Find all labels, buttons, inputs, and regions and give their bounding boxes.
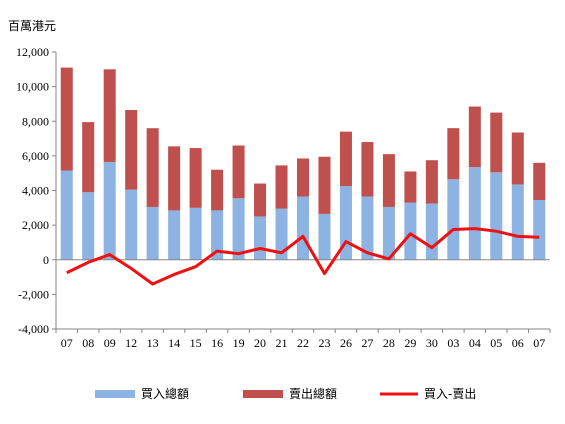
bar-buy — [103, 161, 116, 260]
legend-label-buy: 買入總額 — [141, 386, 189, 401]
bar-buy — [254, 216, 267, 260]
y-tick-label: 4,000 — [22, 184, 49, 198]
legend-label-sell: 賣出總額 — [289, 386, 337, 401]
bar-buy — [82, 192, 95, 260]
x-tick-label: 20 — [254, 336, 266, 350]
legend: 買入總額 賣出總額 買入-賣出 — [95, 386, 476, 401]
bar-buy — [168, 210, 181, 260]
bar-sell — [254, 183, 267, 217]
x-tick-label: 27 — [361, 336, 373, 350]
x-tick-label: 28 — [383, 336, 395, 350]
y-axis: -4,000 -2,000 0 2,000 4,000 6,000 8,000 10,000 1… — [16, 45, 56, 336]
bar-sell — [533, 162, 546, 201]
bar-buy — [382, 206, 395, 260]
y-tick-label: 10,000 — [16, 80, 49, 94]
bar-sell — [211, 169, 224, 211]
bar-buy — [339, 186, 352, 260]
bar-buy — [296, 196, 310, 260]
bar-sell — [490, 112, 503, 173]
x-axis: 07 08 09 12 13 14 15 16 19 20 21 22 23 26 27 28 29 30 03 04… — [55, 329, 551, 350]
series-sell-bars — [60, 67, 546, 217]
x-tick-label: 07 — [61, 336, 73, 350]
bar-sell — [425, 160, 438, 204]
x-tick-label: 04 — [469, 336, 481, 350]
bar-buy — [511, 184, 524, 260]
axes — [55, 52, 550, 330]
bar-buy — [490, 172, 503, 260]
x-tick-label: 03 — [447, 336, 459, 350]
bar-buy — [211, 210, 224, 260]
bar-sell — [146, 128, 159, 207]
net-line — [66, 227, 540, 286]
bar-sell — [339, 131, 352, 187]
bar-buy — [425, 203, 438, 260]
x-tick-label: 22 — [297, 336, 309, 350]
bar-sell — [318, 156, 331, 214]
bar-sell — [275, 165, 288, 209]
y-tick-label: 0 — [43, 253, 49, 267]
x-tick-label: 19 — [233, 336, 245, 350]
y-tick-label: 6,000 — [22, 149, 49, 163]
x-tick-label: 26 — [340, 336, 352, 350]
x-tick-label: 09 — [104, 336, 116, 350]
y-tick-label: 2,000 — [22, 218, 49, 232]
bar-sell — [447, 128, 460, 180]
x-tick-label: 16 — [211, 336, 223, 350]
bar-sell — [511, 132, 524, 185]
bar-sell — [296, 158, 310, 197]
x-tick-label: 23 — [318, 336, 330, 350]
bar-sell — [103, 69, 116, 162]
bar-buy — [146, 206, 159, 260]
y-tick-label: -4,000 — [18, 322, 49, 336]
x-tick-label: 08 — [82, 336, 94, 350]
bar-buy — [533, 200, 546, 260]
x-tick-label: 13 — [147, 336, 159, 350]
x-tick-label: 06 — [512, 336, 524, 350]
bar-buy — [361, 196, 374, 260]
bar-sell — [125, 109, 138, 190]
bar-sell — [404, 171, 417, 203]
bar-buy — [232, 198, 245, 260]
bar-buy — [189, 207, 202, 260]
y-tick-label: 8,000 — [22, 114, 49, 128]
y-tick-label: -2,000 — [18, 287, 49, 301]
x-tick-label: 07 — [533, 336, 545, 350]
legend-label-net: 買入-賣出 — [424, 386, 476, 401]
bar-sell — [361, 142, 374, 197]
series-net-line — [66, 227, 540, 286]
x-tick-label: 21 — [276, 336, 288, 350]
x-tick-label: 29 — [404, 336, 416, 350]
bar-buy — [275, 208, 288, 260]
y-axis-unit-label: 百萬港元 — [8, 19, 56, 33]
bar-sell — [60, 67, 73, 171]
x-tick-label: 12 — [125, 336, 137, 350]
x-tick-label: 14 — [168, 336, 180, 350]
legend-swatch-sell — [243, 390, 283, 398]
bar-buy — [318, 213, 331, 260]
legend-swatch-buy — [95, 390, 135, 398]
bar-sell — [189, 148, 202, 208]
bar-buy — [404, 202, 417, 260]
bar-buy — [447, 179, 460, 260]
bar-buy — [125, 189, 138, 260]
bar-sell — [468, 106, 481, 168]
bar-sell — [82, 122, 95, 193]
bar-buy — [60, 170, 73, 260]
bar-buy — [468, 167, 481, 260]
bar-sell — [382, 154, 395, 207]
x-tick-label: 30 — [426, 336, 438, 350]
y-tick-label: 12,000 — [16, 45, 49, 59]
bar-sell — [168, 146, 181, 211]
bar-sell — [232, 145, 245, 199]
x-tick-label: 05 — [490, 336, 502, 350]
x-tick-label: 15 — [190, 336, 202, 350]
